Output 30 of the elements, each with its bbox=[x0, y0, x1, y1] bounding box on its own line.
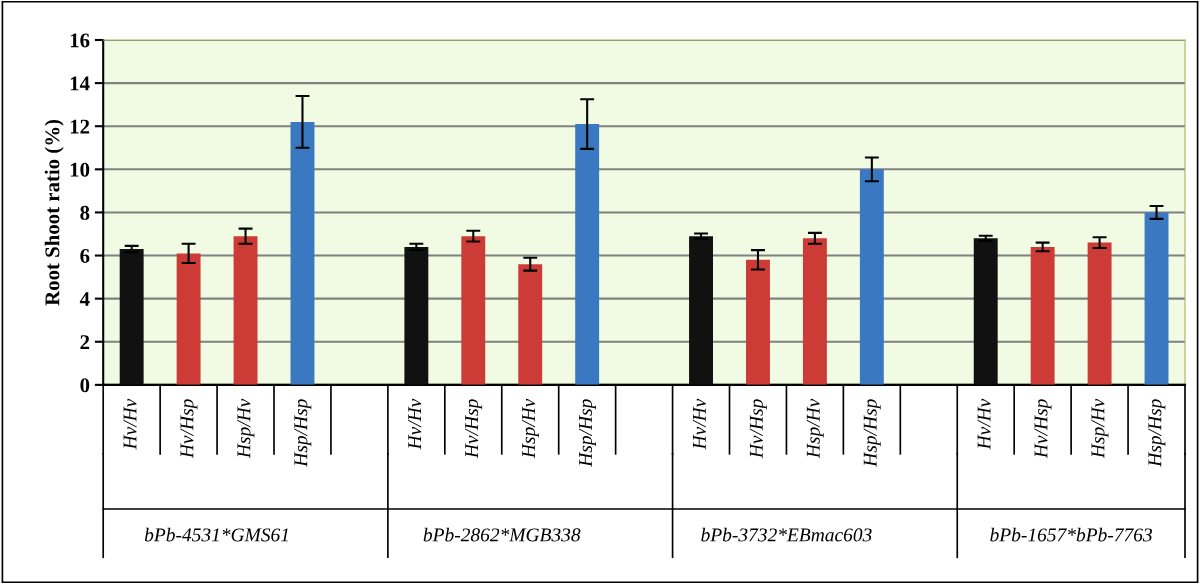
x-tick-label: Hv/Hsp bbox=[465, 399, 483, 459]
x-tick-label: Hsp/Hsp bbox=[863, 399, 881, 467]
x-tick-label: Hv/Hv bbox=[692, 398, 706, 450]
y-tick-label: 2 bbox=[80, 335, 90, 349]
x-tick-label: Hv/Hsp bbox=[1034, 399, 1052, 459]
x-tick-label: Hsp/Hsp bbox=[579, 399, 596, 467]
y-tick-label: 16 bbox=[70, 33, 90, 48]
y-tick-label: 8 bbox=[80, 205, 90, 220]
x-tick-label: Hsp/Hv bbox=[806, 398, 824, 459]
text: bPb-3732*EBmac603 bbox=[701, 527, 872, 542]
x-tick-label: Hsp/Hsp bbox=[1148, 399, 1166, 467]
x-tick-label: Hv/Hv bbox=[977, 398, 991, 450]
x-tick-label: Hsp/Hv bbox=[1091, 398, 1109, 459]
y-tick-label: 10 bbox=[70, 162, 90, 177]
x-tick-label: Hv/Hsp bbox=[180, 399, 198, 459]
y-tick-label: 0 bbox=[80, 378, 90, 393]
y-tick-label: 14 bbox=[70, 76, 90, 91]
y-tick-label: 6 bbox=[80, 248, 90, 263]
x-tick-label: Hsp/Hv bbox=[237, 398, 255, 459]
x-tick-label: Hv/Hsp bbox=[749, 399, 767, 459]
x-tick-label: Hsp/Hv bbox=[522, 398, 540, 459]
y-axis-title: Root Shoot ratio (%) bbox=[44, 119, 64, 306]
y-tick-label: 4 bbox=[79, 292, 90, 306]
x-tick-label: Hv/Hv bbox=[123, 398, 137, 450]
y-tick-label: 12 bbox=[70, 119, 90, 134]
text: bPb-4531*GMS61 bbox=[144, 527, 288, 542]
x-tick-label: Hv/Hv bbox=[408, 398, 422, 450]
text: bPb-2862*MGB338 bbox=[423, 527, 581, 542]
x-tick-label: Hsp/Hsp bbox=[294, 399, 312, 467]
text: bPb-1657*bPb-7763 bbox=[990, 527, 1152, 542]
